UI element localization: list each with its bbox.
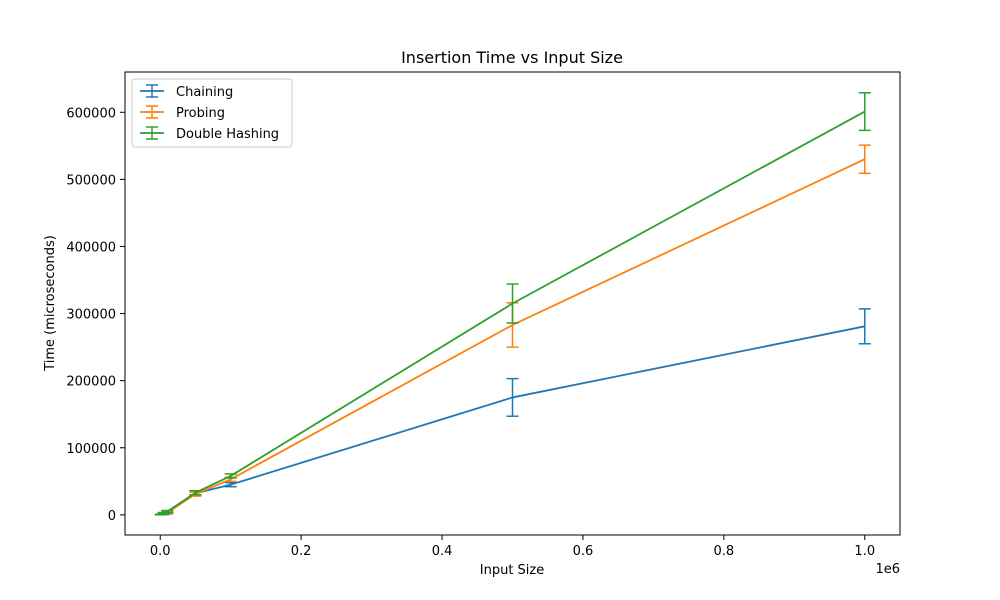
chart-title: Insertion Time vs Input Size (401, 48, 623, 67)
x-tick-label: 0.2 (291, 544, 312, 559)
x-axis-offset-label: 1e6 (875, 562, 900, 577)
y-axis: 0 100000 200000 300000 400000 500000 600000 (66, 106, 125, 524)
x-tick-label: 1.0 (854, 544, 875, 559)
x-tick-label: 0.4 (432, 544, 453, 559)
axes-frame (124, 71, 901, 536)
x-tick-label: 0.8 (714, 544, 735, 559)
x-axis: 0.0 0.2 0.4 0.6 0.8 1.0 (150, 535, 875, 559)
y-tick-label: 300000 (66, 308, 116, 323)
x-axis-label: Input Size (480, 563, 544, 578)
legend: Chaining Probing Double Hashing (131, 78, 293, 148)
legend-label: Chaining (176, 85, 233, 100)
plot-area (154, 92, 871, 516)
y-tick-label: 600000 (66, 106, 116, 121)
legend-label: Probing (176, 106, 225, 121)
y-tick-label: 200000 (66, 375, 116, 390)
legend-label: Double Hashing (176, 127, 279, 142)
y-tick-label: 0 (108, 509, 116, 524)
y-tick-label: 400000 (66, 240, 116, 255)
y-axis-label: Time (microseconds) (43, 235, 58, 372)
y-tick-label: 100000 (66, 442, 116, 457)
y-tick-label: 500000 (66, 173, 116, 188)
legend-box (131, 78, 293, 148)
x-tick-label: 0.6 (573, 544, 594, 559)
series-double-hashing (154, 92, 871, 516)
x-tick-label: 0.0 (150, 544, 171, 559)
